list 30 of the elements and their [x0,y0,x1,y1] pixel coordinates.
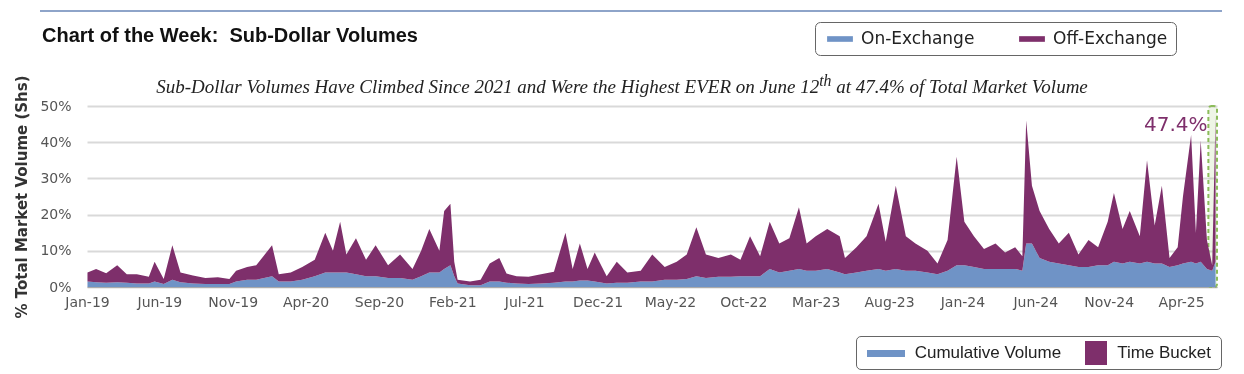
x-tick-label: Sep-20 [354,293,405,310]
chart-subtitle: Sub-Dollar Volumes Have Climbed Since 2021 and Were the Highest EVER on June 12$^{th}$ at 47.4% of Total Market Volume [156,72,1088,98]
x-tick-label: Jun-24 [1012,293,1059,310]
x-tick-label: Oct-22 [720,293,768,310]
x-tick-label: Jul-21 [503,293,545,310]
x-tick-label: Nov-24 [1084,293,1135,310]
y-tick-label: 20% [40,206,72,223]
x-tick-label: Jan-24 [939,293,986,310]
x-tick-label: Dec-21 [573,293,624,310]
x-tick-label: Nov-19 [208,293,259,310]
x-tick-label: Aug-23 [864,293,915,310]
chart-title: Chart of the Week: Sub-Dollar Volumes [42,24,418,47]
y-tick-label: 40% [40,133,72,150]
legend-label: Off-Exchange [1053,28,1168,48]
y-tick-label: 30% [40,169,72,186]
annotation: 47.4% [1144,112,1208,137]
x-tick-label: Jan-19 [64,293,110,310]
text: Time Bucket [1117,343,1211,363]
x-tick-label: Jun-19 [136,293,183,310]
y-axis-title: % Total Market Volume (Shs) [13,75,32,319]
x-tick-label: Apr-20 [283,293,330,310]
x-tick-label: May-22 [644,293,697,310]
y-tick-label: 0% [49,278,72,295]
x-tick-label: Mar-23 [792,293,841,310]
x-tick-label: Feb-21 [428,293,477,310]
y-tick-label: 10% [40,242,72,259]
x-tick-label: Apr-25 [1158,293,1205,310]
text: Cumulative Volume [914,343,1062,363]
legend-label: On-Exchange [861,28,975,48]
y-tick-label: 50% [40,97,72,114]
